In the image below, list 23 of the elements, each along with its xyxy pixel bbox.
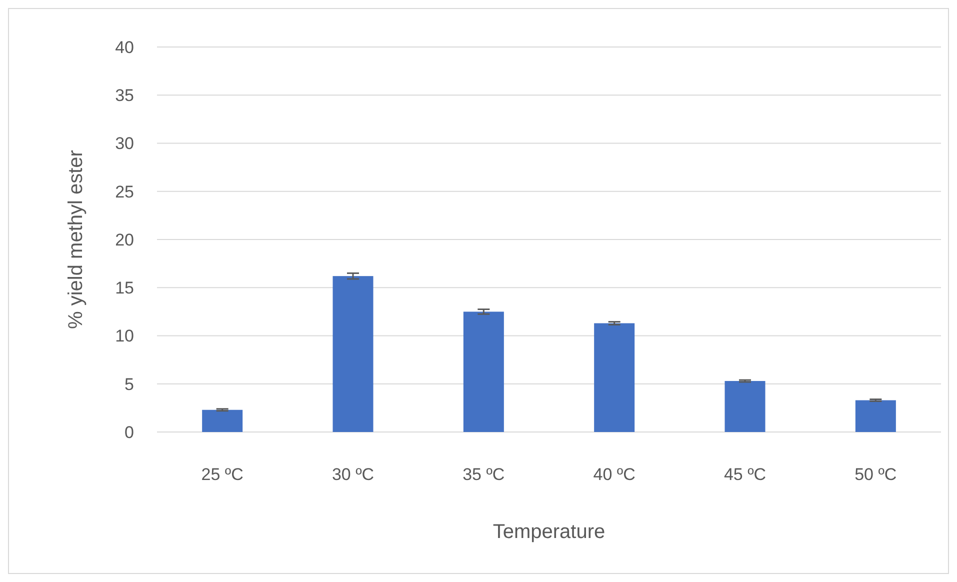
y-tick-label: 20 bbox=[115, 230, 134, 250]
x-tick-label: 35 ºC bbox=[462, 465, 505, 484]
y-tick-label: 15 bbox=[115, 278, 134, 298]
y-tick-label: 5 bbox=[124, 374, 134, 394]
x-tick-label: 45 ºC bbox=[724, 465, 766, 484]
x-tick-label: 50 ºC bbox=[854, 465, 897, 484]
bar bbox=[724, 380, 766, 432]
y-tick-label: 0 bbox=[124, 422, 134, 442]
x-tick-label: 25 ºC bbox=[201, 465, 244, 484]
y-tick-label: 25 bbox=[115, 182, 134, 202]
bar bbox=[332, 276, 374, 432]
bar bbox=[202, 410, 243, 432]
x-tick-label: 30 ºC bbox=[332, 465, 374, 484]
y-tick-label: 10 bbox=[115, 326, 134, 346]
x-axis-title: Temperature bbox=[492, 521, 606, 543]
bar bbox=[463, 312, 504, 432]
y-axis-title: % yield methyl ester bbox=[65, 150, 87, 329]
y-tick-label: 35 bbox=[115, 86, 134, 106]
bar bbox=[594, 323, 635, 432]
x-tick-label: 40 ºC bbox=[593, 465, 636, 484]
y-tick-label: 40 bbox=[115, 38, 134, 57]
y-tick-label: 30 bbox=[115, 134, 134, 154]
bar bbox=[855, 400, 896, 432]
